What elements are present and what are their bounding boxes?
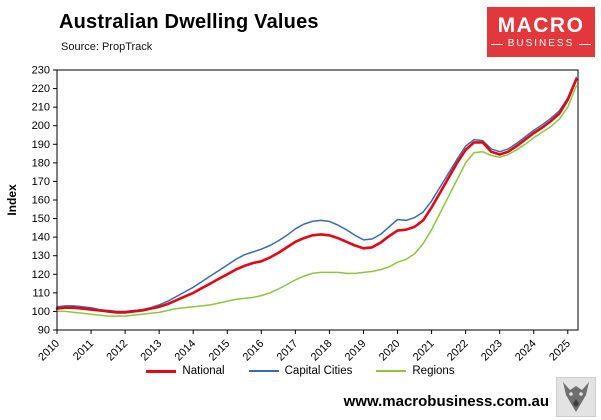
x-tick-label: 2015 (207, 338, 233, 364)
logo-business-row: BUSINESS (490, 38, 592, 49)
series-line-regions (56, 85, 578, 317)
y-tick-label: 210 (32, 102, 50, 114)
logo-text-macro: MACRO (497, 14, 585, 37)
website-url: www.macrobusiness.com.au (343, 393, 549, 410)
y-tick-label: 190 (32, 139, 50, 151)
legend-line-swatch (248, 370, 279, 372)
plot-border (56, 69, 579, 331)
y-tick-label: 90 (38, 325, 50, 337)
legend-line-swatch (146, 369, 177, 373)
y-tick-label: 100 (32, 306, 50, 318)
x-tick-label: 2018 (309, 338, 335, 364)
logo-divider-right (579, 43, 592, 45)
legend-label: Regions (412, 365, 455, 377)
x-tick-label: 2010 (36, 338, 62, 364)
x-tick-label: 2020 (377, 338, 403, 364)
legend-line-swatch (376, 370, 407, 372)
legend-item-regions: Regions (376, 365, 455, 377)
x-tick-label: 2013 (138, 338, 164, 364)
x-tick-label: 2014 (173, 338, 199, 364)
y-axis-label: Index (5, 184, 19, 216)
macrobusiness-logo: MACRO BUSINESS (487, 7, 595, 57)
x-tick-label: 2019 (343, 338, 369, 364)
chart-legend: National Capital Cities Regions (0, 365, 601, 377)
x-tick-label: 2011 (71, 338, 96, 363)
y-tick-label: 110 (32, 287, 50, 299)
legend-label: National (182, 365, 225, 377)
y-tick-label: 120 (32, 269, 50, 281)
x-tick-label: 2021 (411, 338, 437, 364)
y-tick-label: 220 (32, 83, 50, 95)
y-tick-label: 180 (32, 157, 50, 169)
logo-divider-left (490, 43, 503, 45)
y-tick-label: 140 (32, 232, 50, 244)
source-label: Source: PropTrack (61, 41, 153, 53)
x-tick-label: 2016 (241, 338, 267, 364)
series-line-capital-cities (56, 76, 578, 313)
y-tick-label: 130 (32, 250, 50, 262)
wolf-logo-icon (555, 376, 597, 418)
x-tick-label: 2022 (445, 338, 471, 364)
x-tick-label: 2024 (513, 338, 539, 364)
y-tick-label: 200 (32, 120, 50, 132)
y-tick-label: 230 (32, 65, 50, 77)
y-tick-label: 150 (32, 213, 50, 225)
series-line-national (55, 77, 578, 314)
x-tick-label: 2017 (275, 338, 301, 364)
logo-text-business: BUSINESS (507, 38, 575, 49)
y-tick-label: 170 (32, 176, 50, 188)
x-tick-label: 2025 (547, 338, 573, 364)
x-tick-label: 2012 (104, 338, 130, 364)
legend-label: Capital Cities (284, 365, 353, 377)
legend-item-national: National (146, 365, 225, 377)
chart-title: Australian Dwelling Values (59, 11, 319, 33)
dwelling-values-chart: 90 100 110 120 130 140 150 160 170 180 190 200 210 22… (5, 65, 579, 364)
y-tick-label: 160 (32, 195, 50, 207)
legend-item-capital-cities: Capital Cities (248, 365, 353, 377)
x-tick-label: 2023 (479, 338, 505, 364)
